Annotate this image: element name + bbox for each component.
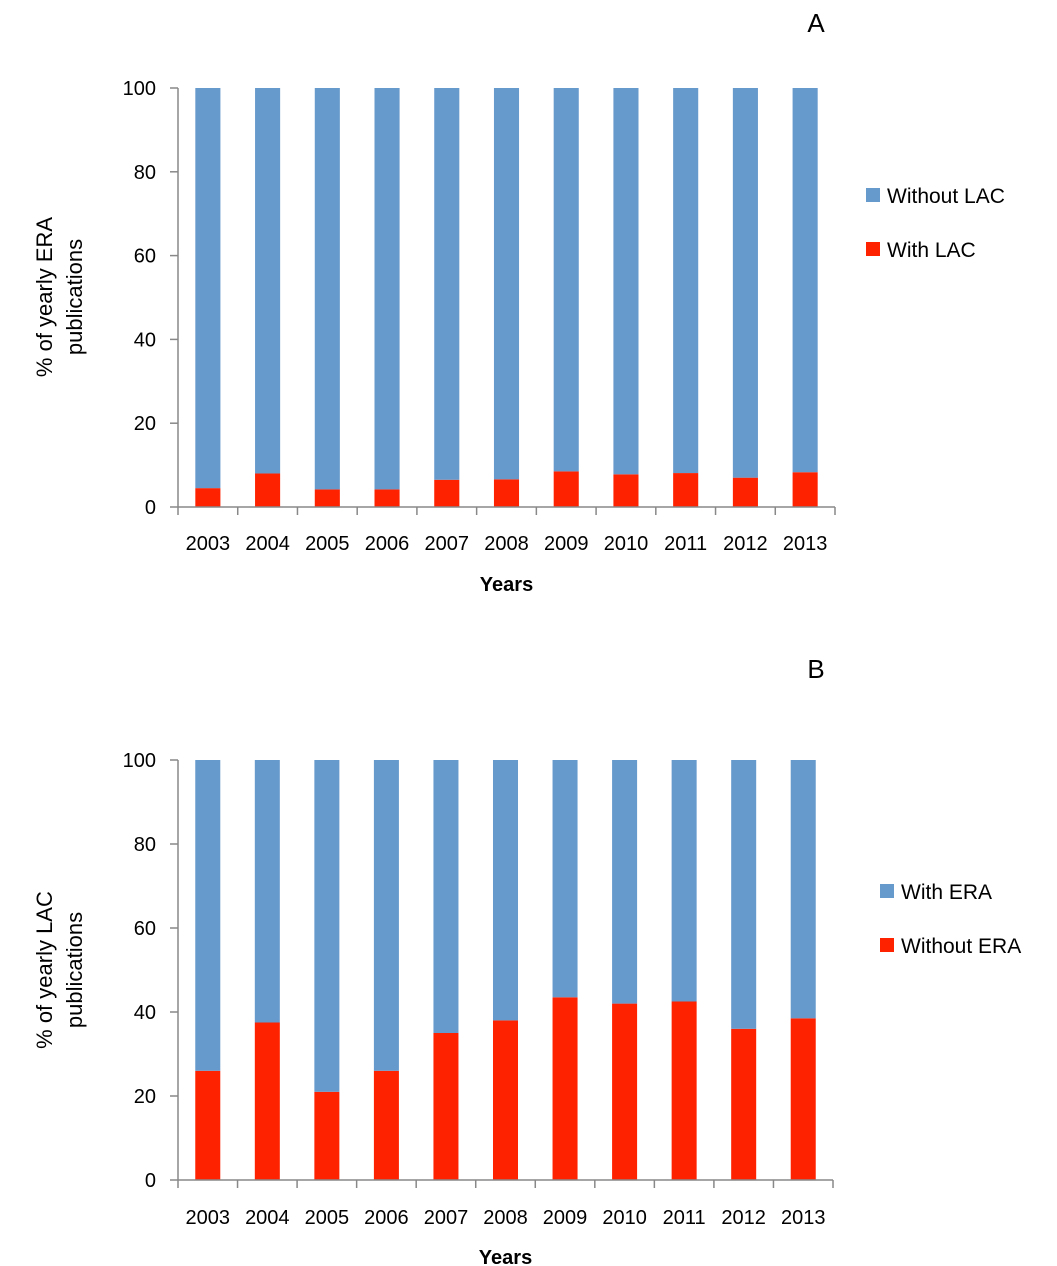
y-tick-label: 60: [134, 918, 156, 940]
y-tick-label: 100: [123, 750, 156, 772]
bar-without-era-2003: [195, 1070, 221, 1180]
x-axis-title: Years: [479, 1247, 532, 1266]
legend-label: Without ERA: [901, 935, 1021, 958]
bar-with-lac-2007: [434, 479, 460, 507]
y-tick-label: 40: [134, 329, 156, 351]
legend-label: Without LAC: [887, 185, 1005, 208]
y-axis-title: % of yearly ERA publications: [32, 217, 87, 377]
bar-with-lac-2003: [195, 488, 221, 507]
bar-with-era-2011: [671, 760, 697, 1002]
bar-without-era-2010: [612, 1003, 638, 1180]
x-tick-label: 2006: [365, 533, 410, 555]
bar-with-era-2004: [254, 760, 280, 1023]
x-tick-label: 2010: [602, 1207, 647, 1229]
bar-with-era-2003: [195, 760, 221, 1071]
legend-swatch: [866, 188, 880, 202]
bar-with-lac-2008: [493, 479, 520, 507]
bar-with-lac-2004: [255, 473, 281, 507]
x-tick-label: 2005: [305, 533, 350, 555]
bar-without-lac-2008: [493, 88, 520, 480]
panel-letter: A: [807, 8, 825, 38]
x-tick-label: 2009: [544, 533, 589, 555]
bar-with-era-2013: [790, 760, 816, 1019]
y-axis-title-line: % of yearly LAC: [32, 891, 57, 1049]
bar-without-era-2011: [671, 1001, 697, 1180]
bar-without-era-2008: [492, 1020, 519, 1180]
bar-without-lac-2004: [255, 88, 281, 474]
x-tick-label: 2011: [663, 1207, 706, 1229]
bar-with-lac-2005: [314, 489, 340, 507]
x-tick-label: 2011: [664, 533, 707, 555]
bar-with-era-2006: [373, 760, 399, 1071]
x-tick-label: 2008: [484, 533, 529, 555]
x-tick-label: 2012: [723, 533, 768, 555]
bar-without-lac-2007: [434, 88, 460, 480]
legend-swatch: [880, 884, 894, 898]
bar-without-lac-2013: [792, 88, 818, 473]
legend-label: With LAC: [887, 239, 976, 262]
bar-with-lac-2013: [792, 472, 818, 507]
bar-with-era-2008: [492, 760, 519, 1021]
legend-swatch: [866, 242, 880, 256]
bar-with-era-2010: [612, 760, 638, 1004]
x-tick-label: 2009: [543, 1207, 588, 1229]
x-tick-label: 2010: [604, 533, 649, 555]
panel-letter: B: [807, 654, 824, 684]
bar-without-era-2013: [790, 1018, 816, 1180]
bar-with-lac-2006: [374, 489, 400, 507]
bar-with-era-2005: [314, 760, 340, 1092]
y-axis-title-line: % of yearly ERA: [32, 217, 57, 377]
bar-without-lac-2011: [673, 88, 699, 474]
x-axis-title: Years: [480, 574, 533, 596]
y-tick-label: 40: [134, 1002, 156, 1024]
x-tick-label: 2003: [186, 1207, 231, 1229]
bar-with-lac-2012: [732, 477, 758, 507]
bar-without-lac-2005: [314, 88, 340, 490]
bar-with-lac-2011: [673, 473, 699, 507]
x-tick-label: 2007: [425, 533, 470, 555]
bar-without-era-2007: [433, 1033, 459, 1180]
bar-without-lac-2006: [374, 88, 400, 490]
bar-without-lac-2009: [553, 88, 579, 472]
bar-with-lac-2010: [613, 474, 639, 507]
y-axis-title-line: publications: [62, 912, 87, 1028]
x-tick-label: 2013: [781, 1207, 826, 1229]
y-tick-label: 100: [123, 78, 156, 100]
x-tick-label: 2012: [721, 1207, 766, 1229]
x-tick-label: 2006: [364, 1207, 409, 1229]
bar-without-lac-2003: [195, 88, 221, 489]
bar-without-era-2012: [731, 1028, 757, 1180]
x-tick-label: 2008: [483, 1207, 528, 1229]
bar-with-era-2012: [731, 760, 757, 1029]
y-tick-label: 0: [145, 497, 156, 519]
y-tick-label: 20: [134, 1086, 156, 1108]
y-tick-label: 0: [145, 1170, 156, 1192]
bar-without-era-2006: [373, 1070, 399, 1180]
y-tick-label: 80: [134, 834, 156, 856]
x-tick-label: 2007: [424, 1207, 469, 1229]
x-tick-label: 2003: [186, 533, 231, 555]
bar-with-era-2009: [552, 760, 578, 998]
bar-without-era-2004: [254, 1022, 280, 1180]
y-axis-title: % of yearly LAC publications: [32, 891, 87, 1049]
x-tick-label: 2004: [245, 533, 290, 555]
bar-with-lac-2009: [553, 471, 579, 507]
bar-with-era-2007: [433, 760, 459, 1033]
bar-without-lac-2012: [732, 88, 758, 478]
legend-label: With ERA: [901, 881, 992, 904]
bar-without-lac-2010: [613, 88, 639, 475]
x-tick-label: 2005: [305, 1207, 350, 1229]
bar-without-era-2005: [314, 1091, 340, 1180]
y-tick-label: 60: [134, 246, 156, 268]
x-tick-label: 2004: [245, 1207, 290, 1229]
y-axis-title-line: publications: [62, 239, 87, 355]
y-tick-label: 20: [134, 413, 156, 435]
legend-swatch: [880, 938, 894, 952]
x-tick-label: 2013: [783, 533, 828, 555]
y-tick-label: 80: [134, 162, 156, 184]
bar-without-era-2009: [552, 997, 578, 1180]
